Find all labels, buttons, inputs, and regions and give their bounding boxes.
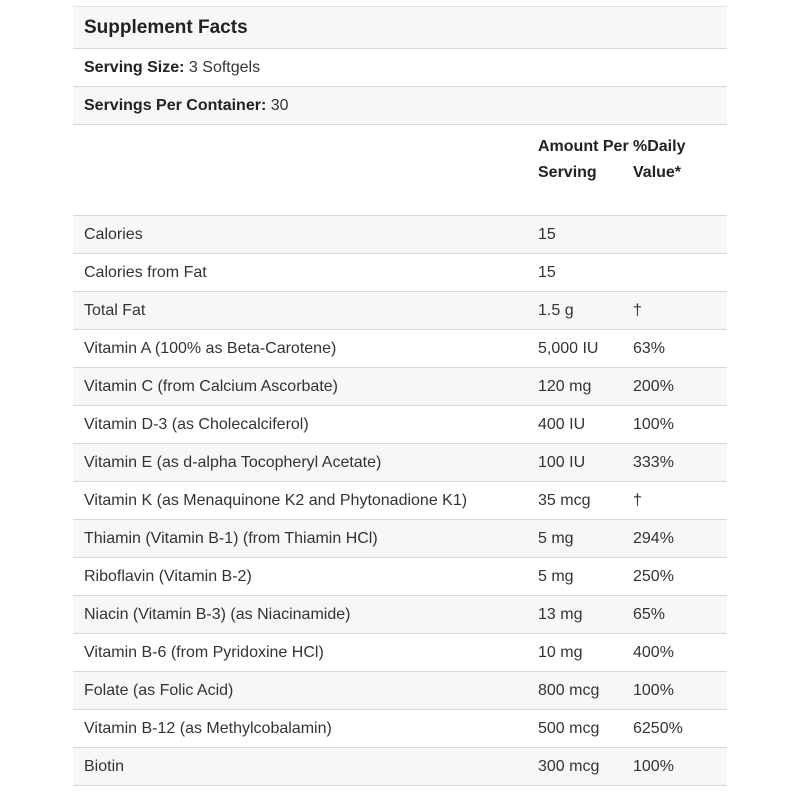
table-row: Vitamin C (from Calcium Ascorbate) 120 m… bbox=[73, 368, 727, 406]
amount-value: 5,000 IU bbox=[538, 340, 599, 357]
nutrient-label: Riboflavin (Vitamin B-2) bbox=[84, 568, 252, 585]
table-row: Total Fat 1.5 g † bbox=[73, 292, 727, 330]
nutrient-label: Biotin bbox=[84, 758, 125, 775]
daily-value: 400% bbox=[633, 644, 674, 661]
servings-per-container-label: Servings Per Container: bbox=[84, 97, 267, 114]
daily-value: 100% bbox=[633, 416, 674, 433]
column-header-daily-value: %Daily Value* bbox=[633, 138, 686, 181]
amount-value: 300 mcg bbox=[538, 758, 600, 775]
amount-value: 1.5 g bbox=[538, 302, 574, 319]
daily-value: 100% bbox=[633, 758, 674, 775]
supplement-facts-panel: Supplement Facts Serving Size: 3 Softgel… bbox=[73, 6, 727, 786]
nutrient-label: Niacin (Vitamin B-3) (as Niacinamide) bbox=[84, 606, 351, 623]
table-row: Biotin 300 mcg 100% bbox=[73, 748, 727, 786]
column-header-amount: Amount Per Serving bbox=[538, 138, 629, 181]
nutrient-label: Vitamin C (from Calcium Ascorbate) bbox=[84, 378, 338, 395]
amount-value: 800 mcg bbox=[538, 682, 600, 699]
table-row: Vitamin E (as d-alpha Tocopheryl Acetate… bbox=[73, 444, 727, 482]
table-row: Calories from Fat 15 bbox=[73, 254, 727, 292]
table-row: Thiamin (Vitamin B-1) (from Thiamin HCl)… bbox=[73, 520, 727, 558]
table-row: Folate (as Folic Acid) 800 mcg 100% bbox=[73, 672, 727, 710]
nutrient-label: Vitamin B-6 (from Pyridoxine HCl) bbox=[84, 644, 324, 661]
daily-value: 250% bbox=[633, 568, 674, 585]
nutrient-label: Total Fat bbox=[84, 302, 146, 319]
servings-per-container-value: 30 bbox=[266, 97, 289, 114]
daily-value: † bbox=[633, 492, 642, 509]
facts-title: Supplement Facts bbox=[73, 7, 727, 49]
daily-value: 294% bbox=[633, 530, 674, 547]
nutrient-label: Folate (as Folic Acid) bbox=[84, 682, 234, 699]
daily-value: 200% bbox=[633, 378, 674, 395]
servings-per-container-row: Servings Per Container: 30 bbox=[73, 87, 727, 125]
daily-value bbox=[633, 216, 727, 253]
nutrient-label: Vitamin B-12 (as Methylcobalamin) bbox=[84, 720, 332, 737]
table-row: Vitamin B-6 (from Pyridoxine HCl) 10 mg … bbox=[73, 634, 727, 672]
table-row: Niacin (Vitamin B-3) (as Niacinamide) 13… bbox=[73, 596, 727, 634]
serving-size-value: 3 Softgels bbox=[184, 59, 261, 76]
amount-value: 400 IU bbox=[538, 416, 586, 433]
nutrient-label: Calories bbox=[84, 226, 143, 243]
column-header-nutrient bbox=[73, 125, 538, 215]
daily-value: 100% bbox=[633, 682, 674, 699]
amount-value: 500 mcg bbox=[538, 720, 600, 737]
nutrient-label: Vitamin A (100% as Beta-Carotene) bbox=[84, 340, 337, 357]
table-row: Vitamin A (100% as Beta-Carotene) 5,000 … bbox=[73, 330, 727, 368]
nutrient-label: Vitamin E (as d-alpha Tocopheryl Acetate… bbox=[84, 454, 382, 471]
table-row: Vitamin D-3 (as Cholecalciferol) 400 IU … bbox=[73, 406, 727, 444]
nutrient-label: Thiamin (Vitamin B-1) (from Thiamin HCl) bbox=[84, 530, 378, 547]
amount-value: 5 mg bbox=[538, 530, 574, 547]
daily-value bbox=[633, 254, 727, 291]
serving-size-row: Serving Size: 3 Softgels bbox=[73, 49, 727, 87]
daily-value: 63% bbox=[633, 340, 666, 357]
table-row: Vitamin B-12 (as Methylcobalamin) 500 mc… bbox=[73, 710, 727, 748]
column-header-row: Amount Per Serving %Daily Value* bbox=[73, 125, 727, 216]
table-row: Vitamin K (as Menaquinone K2 and Phytona… bbox=[73, 482, 727, 520]
nutrient-label: Calories from Fat bbox=[84, 264, 207, 281]
amount-value: 10 mg bbox=[538, 644, 583, 661]
daily-value: 65% bbox=[633, 606, 666, 623]
amount-value: 15 bbox=[538, 264, 556, 281]
amount-value: 5 mg bbox=[538, 568, 574, 585]
daily-value: 6250% bbox=[633, 720, 683, 737]
amount-value: 35 mcg bbox=[538, 492, 591, 509]
table-row: Riboflavin (Vitamin B-2) 5 mg 250% bbox=[73, 558, 727, 596]
serving-size-label: Serving Size: bbox=[84, 59, 185, 76]
amount-value: 15 bbox=[538, 226, 556, 243]
amount-value: 120 mg bbox=[538, 378, 592, 395]
amount-value: 100 IU bbox=[538, 454, 586, 471]
nutrient-label: Vitamin D-3 (as Cholecalciferol) bbox=[84, 416, 309, 433]
daily-value: † bbox=[633, 302, 642, 319]
nutrient-label: Vitamin K (as Menaquinone K2 and Phytona… bbox=[84, 492, 468, 509]
daily-value: 333% bbox=[633, 454, 674, 471]
table-row: Calories 15 bbox=[73, 216, 727, 254]
amount-value: 13 mg bbox=[538, 606, 583, 623]
